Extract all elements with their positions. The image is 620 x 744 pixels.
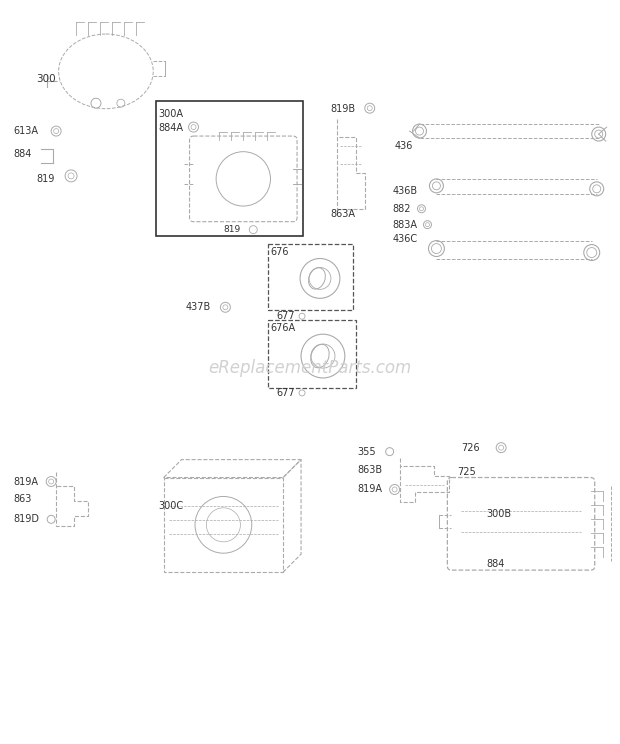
Text: 725: 725 (458, 466, 476, 477)
Text: 676: 676 (270, 246, 289, 257)
Text: 884: 884 (486, 559, 505, 569)
Text: 863: 863 (14, 495, 32, 504)
Text: 436B: 436B (392, 186, 418, 196)
Text: 437B: 437B (185, 302, 211, 312)
FancyBboxPatch shape (448, 478, 595, 570)
Text: 819: 819 (36, 174, 55, 184)
Text: 300A: 300A (159, 109, 184, 119)
FancyBboxPatch shape (190, 136, 297, 222)
Bar (268, 243, 353, 310)
Text: 300: 300 (36, 74, 56, 84)
Text: 677: 677 (276, 311, 294, 321)
Bar (268, 320, 356, 388)
Text: 819B: 819B (330, 104, 355, 114)
Text: 355: 355 (358, 446, 376, 457)
Bar (164, 478, 283, 572)
Text: 300C: 300C (159, 501, 184, 511)
Text: 436: 436 (394, 141, 413, 151)
Text: 863A: 863A (330, 209, 355, 219)
Text: 819: 819 (223, 225, 241, 234)
Text: 300B: 300B (486, 510, 512, 519)
Text: 436C: 436C (392, 234, 418, 243)
Text: 863B: 863B (358, 464, 383, 475)
Text: 884: 884 (14, 149, 32, 159)
Text: 884A: 884A (159, 123, 184, 133)
Text: 819A: 819A (358, 484, 383, 495)
Text: 819D: 819D (14, 514, 39, 525)
Text: 883A: 883A (392, 219, 418, 230)
Bar (156, 101, 303, 236)
Text: 677: 677 (276, 388, 294, 398)
Text: 613A: 613A (14, 126, 38, 136)
Text: 676A: 676A (270, 323, 295, 333)
Text: 819A: 819A (14, 476, 38, 487)
Text: eReplacementParts.com: eReplacementParts.com (208, 359, 412, 377)
Text: 882: 882 (392, 204, 411, 214)
Text: 726: 726 (461, 443, 480, 452)
